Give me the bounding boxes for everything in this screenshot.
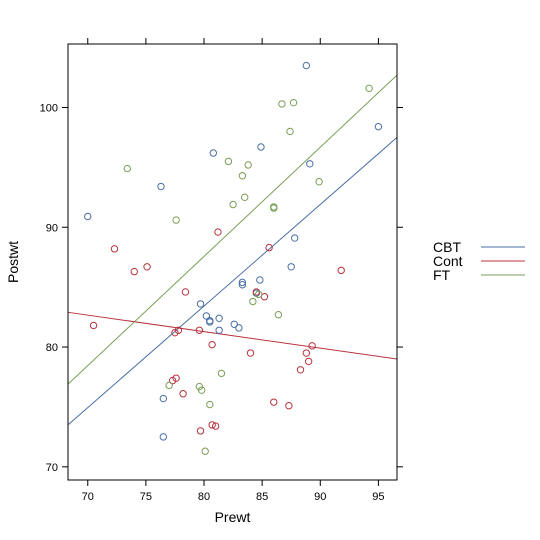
point-cont <box>174 326 183 334</box>
point-cont <box>337 266 345 275</box>
x-tick-label: 85 <box>256 491 268 503</box>
point-cbt <box>196 300 205 308</box>
point-ft <box>224 157 233 166</box>
point-cbt <box>159 394 168 403</box>
point-ft <box>274 311 283 319</box>
point-cbt <box>374 122 383 131</box>
fit-line-cont <box>67 311 398 360</box>
point-cont <box>110 245 119 253</box>
point-cbt <box>215 326 223 334</box>
point-ft <box>238 172 247 180</box>
point-cont <box>252 288 261 296</box>
point-cont <box>181 288 190 296</box>
point-cbt <box>202 312 211 320</box>
point-ft <box>249 297 257 306</box>
point-cont <box>208 340 216 349</box>
y-tick-label: 80 <box>46 342 58 354</box>
point-cont <box>246 349 255 357</box>
point-ft <box>201 447 209 455</box>
point-cbt <box>209 149 218 157</box>
point-ft <box>197 386 206 394</box>
point-cont <box>265 243 273 252</box>
point-ft <box>229 200 237 209</box>
point-ft <box>165 381 173 390</box>
point-cbt <box>257 143 265 151</box>
plot-frame <box>67 43 398 481</box>
legend-label-ft: FT <box>433 267 451 283</box>
point-cont <box>179 390 187 398</box>
point-cbt <box>238 278 247 287</box>
point-ft <box>254 290 263 299</box>
y-tick-label: 100 <box>40 102 58 114</box>
point-ft <box>123 164 131 173</box>
point-cont <box>89 321 98 330</box>
x-tick-label: 70 <box>82 491 94 503</box>
legend-label-cont: Cont <box>433 253 463 269</box>
point-ft <box>217 369 226 378</box>
tick-marks <box>62 38 403 486</box>
point-ft <box>172 216 180 224</box>
fit-lines <box>67 74 398 426</box>
point-cont <box>304 357 313 366</box>
point-cbt <box>306 160 314 168</box>
point-cbt <box>157 182 165 191</box>
x-axis-title: Prewt <box>215 509 251 525</box>
point-cont <box>208 421 216 429</box>
point-cont <box>285 402 293 410</box>
data-points <box>84 61 383 455</box>
point-ft <box>315 178 323 186</box>
point-ft <box>286 127 294 136</box>
point-cont <box>196 427 205 435</box>
point-cont <box>270 398 278 406</box>
x-tick-labels: 70 75 80 85 90 95 <box>82 491 385 503</box>
point-cont <box>214 228 222 236</box>
point-cont <box>211 422 220 430</box>
point-ft <box>365 84 373 93</box>
x-tick-label: 75 <box>140 491 152 503</box>
fit-line-ft <box>67 74 398 385</box>
point-cbt <box>287 263 295 271</box>
y-tick-labels: 70 80 90 100 <box>40 102 58 473</box>
x-tick-label: 80 <box>198 491 210 503</box>
point-cont <box>308 342 316 350</box>
point-cont <box>302 349 311 357</box>
point-cbt <box>290 234 299 242</box>
point-cont <box>296 366 305 374</box>
point-ft <box>244 161 252 169</box>
point-cbt <box>215 314 223 322</box>
point-ft <box>206 400 214 409</box>
legend-label-cbt: CBT <box>433 239 461 255</box>
y-tick-label: 70 <box>46 462 58 474</box>
fit-line-cbt <box>67 137 398 426</box>
point-cbt <box>302 61 311 70</box>
y-axis-title: Postwt <box>5 241 21 283</box>
x-tick-label: 90 <box>314 491 326 503</box>
x-tick-label: 95 <box>372 491 384 503</box>
point-ft <box>289 98 298 107</box>
y-tick-label: 90 <box>46 222 58 234</box>
point-ft <box>241 193 249 202</box>
point-cbt <box>84 212 92 221</box>
point-ft <box>270 203 278 211</box>
point-cont <box>130 267 138 276</box>
point-cbt <box>206 316 214 325</box>
point-cbt <box>159 433 168 441</box>
point-cbt <box>238 281 247 289</box>
point-ft <box>278 100 286 108</box>
point-cont <box>195 326 204 334</box>
point-cont <box>143 263 151 271</box>
point-cbt <box>230 320 238 328</box>
point-cont <box>172 374 180 382</box>
point-cbt <box>235 324 243 332</box>
point-cbt <box>256 276 264 284</box>
